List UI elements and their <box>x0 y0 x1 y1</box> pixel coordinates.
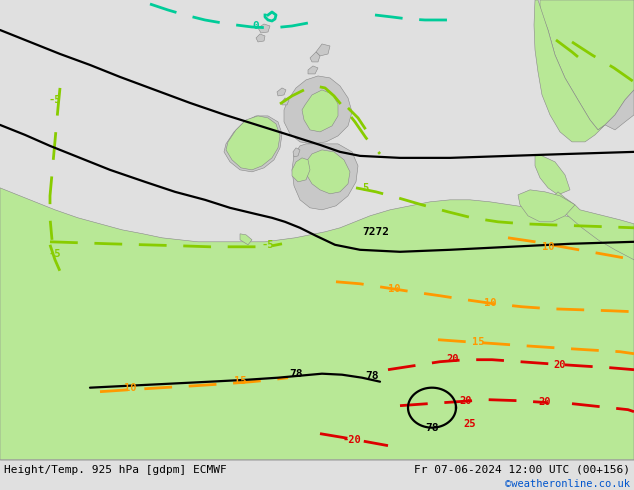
Text: Fr 07-06-2024 12:00 UTC (00+156): Fr 07-06-2024 12:00 UTC (00+156) <box>414 465 630 475</box>
Text: 10: 10 <box>484 298 496 308</box>
Text: -5: -5 <box>49 249 61 259</box>
Polygon shape <box>0 188 634 460</box>
Text: 7272: 7272 <box>362 227 389 237</box>
Polygon shape <box>292 158 310 182</box>
Polygon shape <box>310 52 320 62</box>
Text: -5: -5 <box>49 95 61 105</box>
Polygon shape <box>284 76 352 144</box>
Text: ©weatheronline.co.uk: ©weatheronline.co.uk <box>505 479 630 489</box>
Polygon shape <box>534 0 605 142</box>
Polygon shape <box>535 155 570 195</box>
Polygon shape <box>293 148 300 157</box>
Polygon shape <box>605 90 634 130</box>
Text: 20: 20 <box>447 354 459 364</box>
Text: 0: 0 <box>252 21 259 31</box>
Text: 25: 25 <box>463 418 476 429</box>
Text: 10: 10 <box>124 383 136 392</box>
Polygon shape <box>226 116 280 170</box>
Polygon shape <box>540 0 634 130</box>
Polygon shape <box>316 44 330 56</box>
Text: 15: 15 <box>234 376 246 386</box>
Text: 10: 10 <box>541 242 554 252</box>
Polygon shape <box>277 88 286 96</box>
Polygon shape <box>292 144 358 210</box>
Text: 15: 15 <box>472 337 484 347</box>
Text: -20: -20 <box>342 435 361 444</box>
Polygon shape <box>518 190 575 222</box>
Text: 5: 5 <box>362 183 368 193</box>
Text: -5: -5 <box>262 240 275 250</box>
Text: 20: 20 <box>460 395 472 406</box>
Text: 78: 78 <box>425 423 439 433</box>
Text: Height/Temp. 925 hPa [gdpm] ECMWF: Height/Temp. 925 hPa [gdpm] ECMWF <box>4 465 227 475</box>
Polygon shape <box>224 116 282 172</box>
Polygon shape <box>306 150 350 194</box>
Text: 20: 20 <box>539 397 551 407</box>
Polygon shape <box>552 192 634 260</box>
Polygon shape <box>282 98 289 105</box>
Polygon shape <box>240 234 252 245</box>
Text: 10: 10 <box>388 284 400 294</box>
Polygon shape <box>258 24 270 33</box>
Text: 78: 78 <box>365 371 378 381</box>
Text: 78: 78 <box>289 368 303 379</box>
Polygon shape <box>256 34 265 42</box>
Text: 20: 20 <box>553 360 566 369</box>
Polygon shape <box>302 90 338 132</box>
Polygon shape <box>308 66 318 74</box>
